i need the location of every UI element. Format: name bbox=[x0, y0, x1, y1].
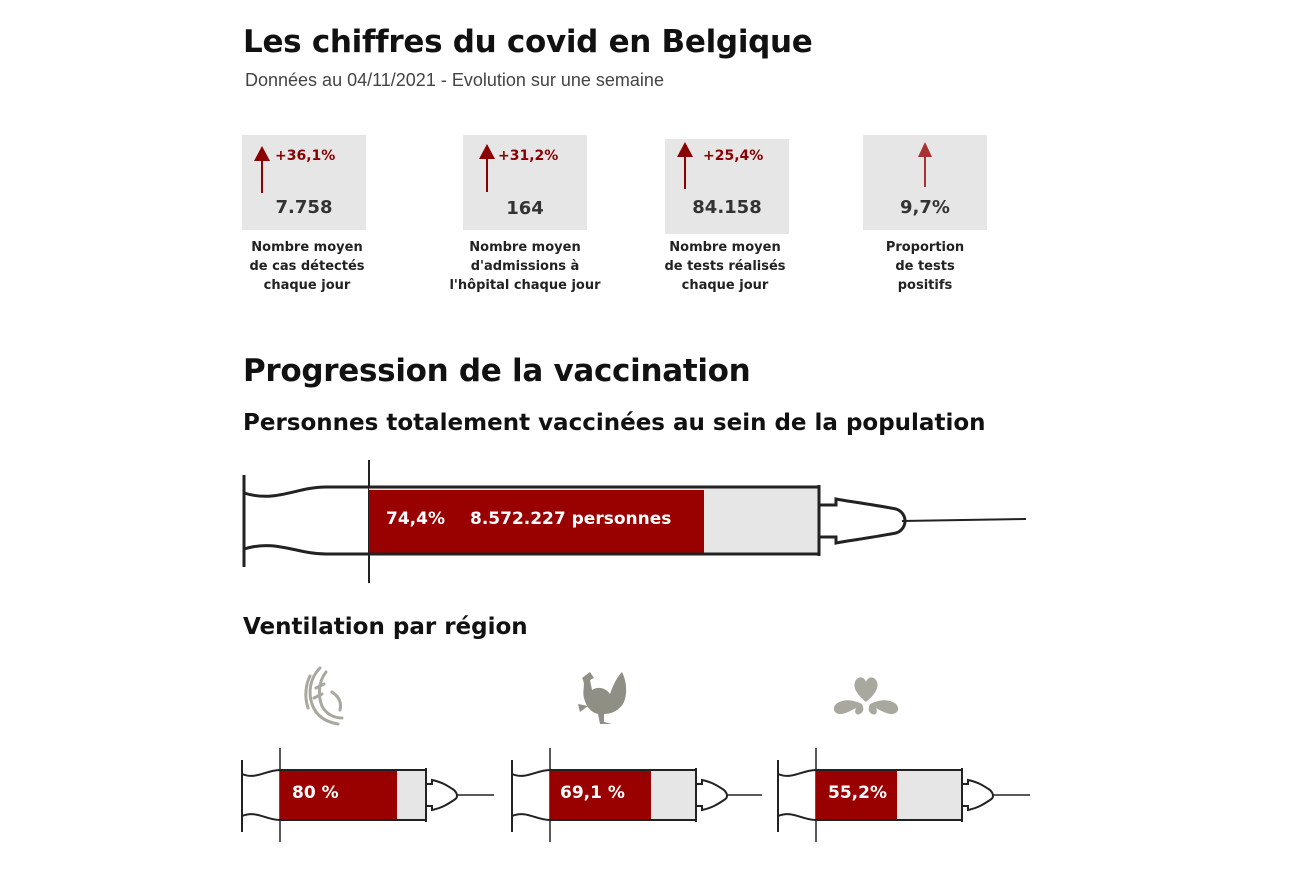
stat-label: Nombre moyen d'admissions à l'hôpital chaq… bbox=[449, 240, 601, 293]
stat-value: 7.758 bbox=[275, 197, 333, 218]
national-persons: 8.572.227 personnes bbox=[470, 509, 672, 529]
brussels-iris-icon bbox=[833, 677, 899, 715]
national-percent: 74,4% bbox=[386, 509, 445, 529]
region-syringe bbox=[241, 748, 494, 842]
region-percent: 69,1 % bbox=[560, 783, 625, 803]
arrow-up-icon bbox=[677, 142, 693, 189]
region-fill bbox=[280, 771, 397, 820]
stat-card-positivity: 9,7% bbox=[863, 135, 987, 230]
arrow-up-icon bbox=[918, 142, 932, 187]
regions-title: Ventilation par région bbox=[243, 614, 528, 640]
region-percent: 55,2% bbox=[828, 783, 887, 803]
stat-change: +31,2% bbox=[498, 148, 559, 164]
stat-card-tests: +25,4% 84.158 bbox=[665, 139, 789, 234]
region-fill bbox=[550, 771, 651, 820]
arrow-up-icon bbox=[479, 144, 495, 192]
arrow-up-icon bbox=[254, 146, 270, 193]
stat-change: +25,4% bbox=[703, 148, 764, 164]
stat-card-cases: +36,1% 7.758 bbox=[242, 135, 366, 230]
stat-label: Nombre moyen de tests réalisés chaque jour bbox=[664, 240, 786, 293]
national-syringe bbox=[242, 460, 1027, 583]
region-syringe bbox=[511, 748, 762, 842]
page-title: Les chiffres du covid en Belgique bbox=[243, 24, 813, 60]
section-subtitle: Personnes totalement vaccinées au sein d… bbox=[243, 410, 986, 436]
stat-value: 84.158 bbox=[692, 197, 762, 218]
wallonia-rooster-icon bbox=[578, 672, 627, 724]
stat-label: Nombre moyen de cas détectés chaque jour bbox=[249, 240, 365, 293]
page-subtitle: Données au 04/11/2021 - Evolution sur un… bbox=[245, 70, 664, 90]
stat-value: 164 bbox=[506, 198, 544, 219]
stat-value: 9,7% bbox=[900, 197, 950, 218]
stat-label: Proportion de tests positifs bbox=[885, 240, 965, 293]
region-syringe bbox=[777, 748, 1030, 842]
stat-card-admissions: +31,2% 164 bbox=[463, 135, 587, 230]
section-title: Progression de la vaccination bbox=[243, 353, 751, 389]
stat-change: +36,1% bbox=[275, 148, 336, 164]
region-percent: 80 % bbox=[292, 783, 339, 803]
national-fill bbox=[369, 490, 704, 554]
region-fill bbox=[816, 771, 897, 820]
flanders-lion-icon bbox=[304, 666, 344, 726]
